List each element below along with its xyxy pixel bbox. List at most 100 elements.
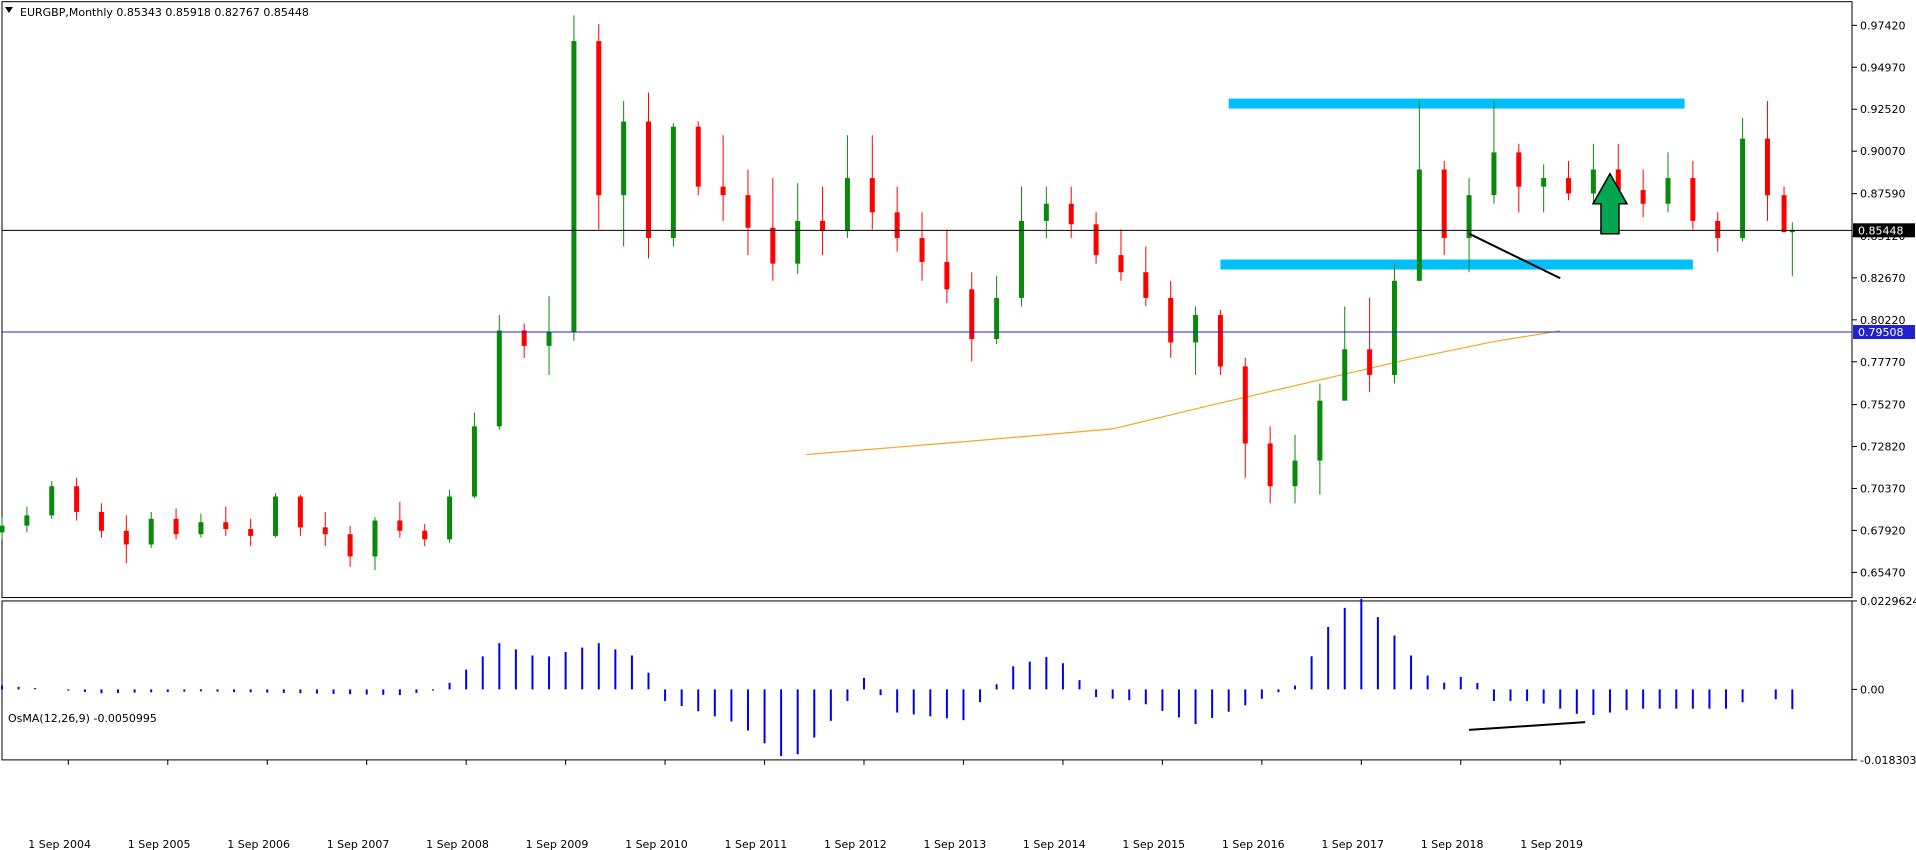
bullish-candle[interactable] xyxy=(1590,169,1596,194)
bullish-candle[interactable] xyxy=(1342,349,1348,401)
bullish-candle[interactable] xyxy=(1317,400,1323,461)
bearish-candle[interactable] xyxy=(1093,224,1099,256)
current-price-tag-label: 0.85448 xyxy=(1858,224,1904,237)
bearish-candle[interactable] xyxy=(1168,297,1174,343)
bullish-candle[interactable] xyxy=(1466,195,1472,238)
osma-panel-frame xyxy=(1,600,1853,761)
resistance-zone[interactable] xyxy=(1228,98,1685,109)
bearish-candle[interactable] xyxy=(173,518,179,535)
bullish-candle[interactable] xyxy=(1193,315,1199,343)
bullish-candle[interactable] xyxy=(447,496,453,540)
bearish-candle[interactable] xyxy=(248,529,254,536)
bearish-candle[interactable] xyxy=(1566,178,1572,194)
bearish-candle[interactable] xyxy=(521,330,527,346)
bearish-candle[interactable] xyxy=(422,530,428,540)
bearish-candle[interactable] xyxy=(1715,220,1721,238)
bearish-candle[interactable] xyxy=(720,186,726,196)
bullish-candle[interactable] xyxy=(621,121,627,196)
bearish-candle[interactable] xyxy=(297,496,303,528)
level-price-tag xyxy=(1853,325,1915,340)
bearish-candle[interactable] xyxy=(894,212,900,238)
bullish-candle[interactable] xyxy=(372,520,378,557)
bearish-candle[interactable] xyxy=(919,237,925,262)
bullish-candle[interactable] xyxy=(198,522,204,535)
bullish-candle[interactable] xyxy=(1541,178,1547,187)
bearish-candle[interactable] xyxy=(322,527,328,535)
bearish-candle[interactable] xyxy=(1143,272,1149,298)
support-zone[interactable] xyxy=(1220,259,1693,270)
bullish-candle[interactable] xyxy=(795,220,801,264)
level-price-tag-label: 0.79508 xyxy=(1858,326,1904,339)
bullish-candle[interactable] xyxy=(546,332,552,346)
bullish-candle[interactable] xyxy=(49,486,55,516)
bullish-candle[interactable] xyxy=(273,496,279,536)
time-axis-label: 1 Sep 2018 xyxy=(1421,838,1484,850)
bullish-candle[interactable] xyxy=(571,41,577,333)
time-axis-label: 1 Sep 2019 xyxy=(1520,838,1583,850)
bearish-candle[interactable] xyxy=(98,511,104,531)
main-price-panel[interactable]: 0.974200.949700.925200.900700.875900.851… xyxy=(0,1,1915,599)
bullish-candle[interactable] xyxy=(471,426,477,497)
bearish-candle[interactable] xyxy=(944,261,950,290)
price-axis-label: 0.97420 xyxy=(1860,19,1906,32)
bearish-candle[interactable] xyxy=(596,41,602,196)
bearish-candle[interactable] xyxy=(969,289,975,340)
bullish-candle[interactable] xyxy=(1491,152,1497,196)
bearish-candle[interactable] xyxy=(1267,443,1273,487)
price-trendline[interactable] xyxy=(1468,232,1561,280)
price-axis-label: 0.75270 xyxy=(1860,399,1906,412)
osma-trendline[interactable] xyxy=(1469,721,1586,731)
bearish-candle[interactable] xyxy=(223,522,229,530)
bearish-candle[interactable] xyxy=(74,486,80,512)
bearish-candle[interactable] xyxy=(1764,138,1770,196)
dropdown-triangle-icon[interactable] xyxy=(5,7,13,13)
bullish-candle[interactable] xyxy=(0,525,5,533)
bearish-candle[interactable] xyxy=(123,530,129,545)
bullish-candle[interactable] xyxy=(496,330,502,427)
bullish-candle[interactable] xyxy=(24,515,30,526)
bearish-candle[interactable] xyxy=(1615,169,1621,191)
bearish-candle[interactable] xyxy=(397,520,403,531)
bearish-candle[interactable] xyxy=(1367,349,1373,375)
bullish-candle[interactable] xyxy=(844,178,850,232)
bearish-candle[interactable] xyxy=(1781,195,1787,233)
price-axis-label: 0.82670 xyxy=(1860,272,1906,285)
bearish-candle[interactable] xyxy=(820,220,826,232)
bearish-candle[interactable] xyxy=(1118,255,1124,273)
current-price-tag xyxy=(1853,223,1915,238)
bearish-candle[interactable] xyxy=(1242,366,1248,444)
time-axis: 1 Sep 2004 1 Sep 2005 1 Sep 2006 1 Sep 2007… xyxy=(28,759,1583,850)
price-title: EURGBP,Monthly 0.85343 0.85918 0.82767 0… xyxy=(20,6,309,19)
bullish-candle[interactable] xyxy=(670,126,676,238)
bearish-candle[interactable] xyxy=(1516,152,1522,187)
bearish-candle[interactable] xyxy=(1690,178,1696,221)
bearish-candle[interactable] xyxy=(695,126,701,187)
bearish-candle[interactable] xyxy=(745,195,751,228)
bearish-candle[interactable] xyxy=(1217,315,1223,367)
bullish-candle[interactable] xyxy=(1391,280,1397,375)
bearish-candle[interactable] xyxy=(347,534,353,557)
bullish-candle[interactable] xyxy=(1292,460,1298,487)
bearish-candle[interactable] xyxy=(1640,190,1646,204)
bullish-candle[interactable] xyxy=(1665,178,1671,204)
bullish-candle[interactable] xyxy=(994,297,1000,340)
up-arrow-icon[interactable] xyxy=(1591,172,1629,235)
bearish-candle[interactable] xyxy=(646,121,652,238)
bearish-candle[interactable] xyxy=(1441,169,1447,238)
bullish-candle[interactable] xyxy=(1740,138,1746,238)
bullish-candle[interactable] xyxy=(148,518,154,545)
bullish-candle[interactable] xyxy=(1043,203,1049,221)
bearish-candle[interactable] xyxy=(869,178,875,213)
osma-panel[interactable]: 0.0229624 0.00 -0.0183034 xyxy=(1,595,1916,767)
bearish-candle[interactable] xyxy=(1068,203,1074,225)
price-axis-label: 0.77770 xyxy=(1860,356,1906,369)
bullish-candle[interactable] xyxy=(1789,230,1795,233)
price-axis-label: 0.87590 xyxy=(1860,188,1906,201)
price-axis-label: 0.80220 xyxy=(1860,314,1906,327)
bearish-candle[interactable] xyxy=(770,227,776,264)
bullish-candle[interactable] xyxy=(1416,169,1422,281)
time-axis-label: 1 Sep 2005 xyxy=(128,838,191,850)
bullish-candle[interactable] xyxy=(1018,220,1024,298)
